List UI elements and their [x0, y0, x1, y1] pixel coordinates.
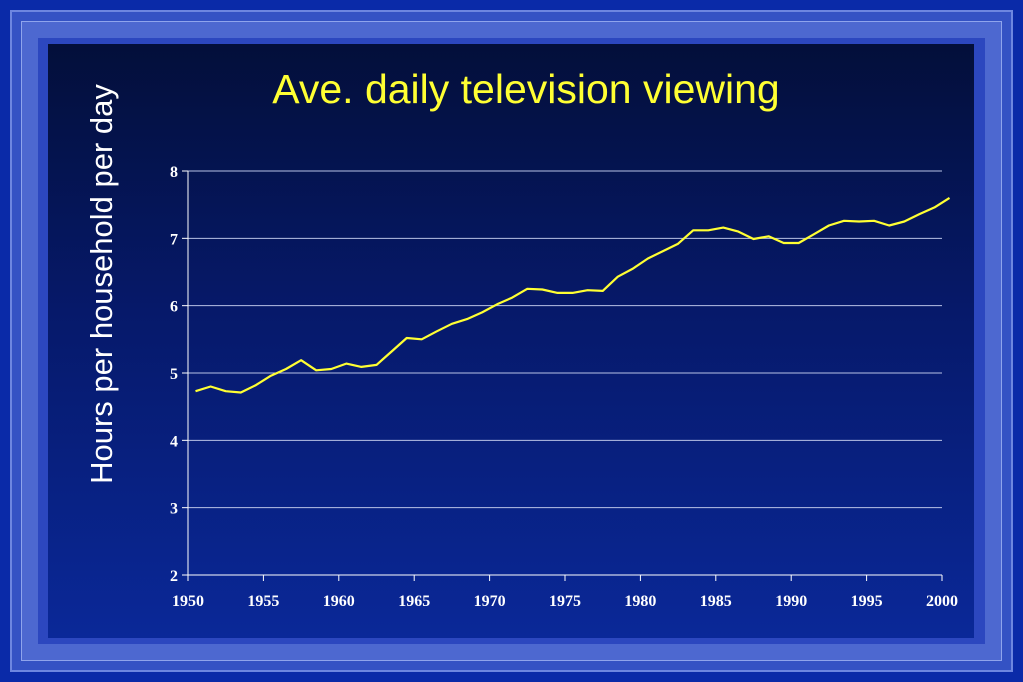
x-tick-label: 1990	[775, 593, 807, 610]
x-tick-label: 1995	[851, 593, 883, 610]
series-line-0	[195, 196, 951, 394]
y-tick-label: 2	[170, 568, 178, 585]
x-tick-label: 1955	[247, 593, 279, 610]
y-tick-label: 7	[170, 231, 178, 248]
x-tick-label: 1985	[700, 593, 732, 610]
y-tick-label: 3	[170, 501, 178, 518]
x-tick-label: 1965	[398, 593, 430, 610]
y-tick-label: 5	[170, 366, 178, 383]
gridlines	[188, 170, 942, 509]
x-tick-label: 1960	[323, 593, 355, 610]
axes	[182, 170, 943, 581]
y-tick-label: 6	[170, 299, 178, 316]
tick-labels: 2 3 4 5 6 7 8 1950 1955 1960 1965 1970 1975 1980 1985 1…	[170, 164, 958, 610]
slide-background	[48, 44, 974, 638]
series-lines	[195, 196, 951, 394]
x-tick-label: 1970	[474, 593, 506, 610]
x-tick-label: 1950	[172, 593, 204, 610]
chart-title: Ave. daily television viewing	[272, 66, 780, 112]
x-tick-label: 2000	[926, 593, 958, 610]
y-tick-label: 8	[170, 164, 178, 181]
x-tick-label: 1975	[549, 593, 581, 610]
y-tick-label: 4	[170, 433, 178, 450]
x-tick-label: 1980	[624, 593, 656, 610]
